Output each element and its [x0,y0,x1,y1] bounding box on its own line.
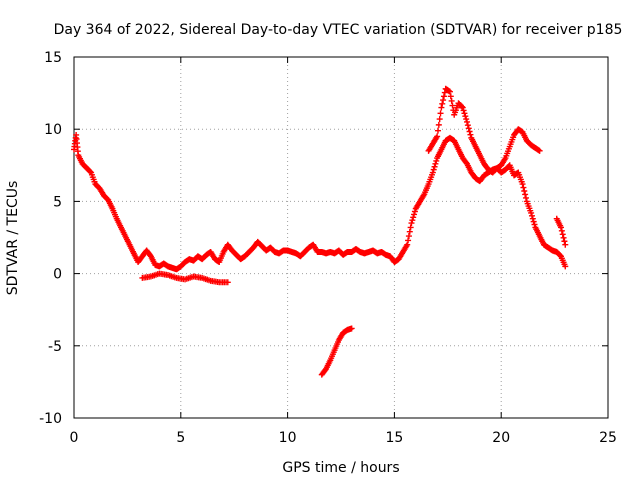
data-point [528,212,535,219]
data-point [460,107,467,114]
data-point [436,116,443,123]
data-point [465,125,472,132]
data-point [461,110,468,117]
data-point [429,169,436,176]
x-tick-label: 20 [492,430,510,446]
data-point [561,238,568,245]
data-point [562,263,569,270]
data-point [439,100,446,107]
series-main [71,131,569,273]
data-point [438,104,445,111]
data-point [528,209,535,216]
data-point [433,157,440,164]
y-tick-label: -10 [39,411,62,427]
data-point [446,88,453,95]
data-point [447,93,454,100]
data-point [462,113,469,120]
data-point [467,131,474,138]
data-point [224,279,231,286]
data-point [406,228,413,235]
data-point [408,220,415,227]
data-point [459,104,466,111]
data-points [71,85,569,378]
data-point [434,133,441,140]
data-point [522,191,529,198]
data-point [520,184,527,191]
x-tick-label: 10 [279,430,297,446]
data-point [559,231,566,238]
data-point [458,103,465,110]
series-lower-group [139,270,231,286]
data-point [464,118,471,125]
data-point [530,218,537,225]
plot-frame [73,56,609,419]
data-point [522,194,529,201]
data-point [409,217,416,224]
x-axis-label: GPS time / hours [282,460,399,476]
data-point [404,241,411,248]
data-point [437,110,444,117]
y-tick-label: -5 [48,339,62,355]
series-secondary [553,215,569,248]
series-upper-envelope [425,85,543,176]
data-point [562,241,569,248]
y-tick-label: 0 [53,267,62,283]
chart-title: Day 364 of 2022, Sidereal Day-to-day VTE… [54,22,623,38]
data-point [463,116,470,123]
data-point [440,93,447,100]
data-point [405,233,412,240]
data-point [466,128,473,135]
x-tick-label: 5 [176,430,185,446]
data-point [531,221,538,228]
data-point [558,224,565,231]
data-point [519,181,526,188]
data-point [348,325,355,332]
data-point [411,208,418,215]
data-point [464,122,471,129]
data-point [536,147,543,154]
data-point [405,237,412,244]
y-axis-label: SDTVAR / TECUs [5,181,21,296]
data-point [411,211,418,218]
grid [74,57,608,418]
data-point [434,127,441,134]
y-tick-label: 15 [44,50,62,66]
x-tick-label: 15 [385,430,403,446]
data-point [529,215,536,222]
series-isolated-arc [318,325,355,378]
data-point [430,166,437,173]
data-point [431,163,438,170]
x-axis-ticks: 0 5 10 15 20 25 [70,57,617,446]
data-point [521,188,528,195]
y-axis-ticks: -10 -5 0 5 10 15 [39,50,608,427]
data-point [560,234,567,241]
y-tick-label: 10 [44,122,62,138]
data-point [449,102,456,109]
data-point [558,227,565,234]
y-tick-label: 5 [53,194,62,210]
x-tick-label: 25 [599,430,617,446]
x-tick-label: 0 [70,430,79,446]
data-point [410,214,417,221]
data-point [432,160,439,167]
data-point [435,121,442,128]
data-point [87,168,94,175]
data-point [440,97,447,104]
data-point [407,224,414,231]
data-point [448,97,455,104]
